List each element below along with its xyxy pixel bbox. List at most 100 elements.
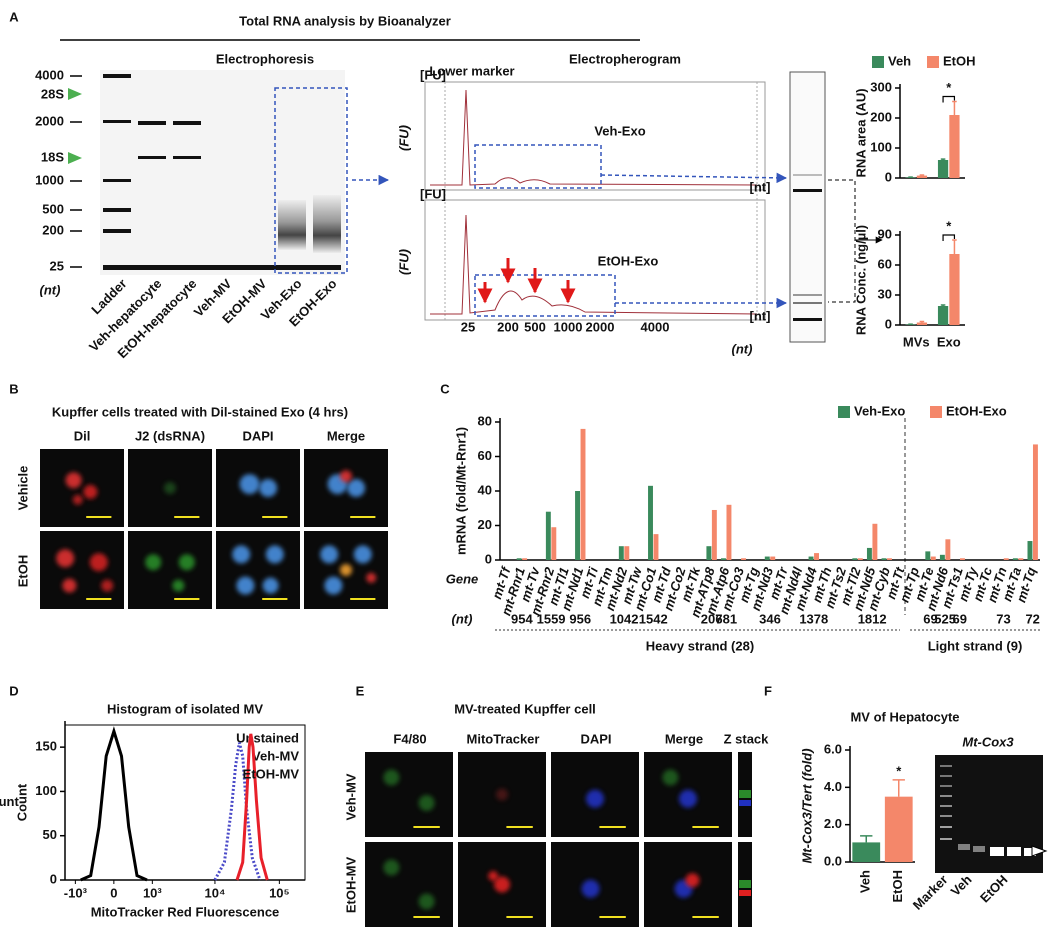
micrograph [128, 531, 212, 609]
x-tick-label: Exo [937, 334, 961, 349]
micrograph-signal [347, 479, 366, 497]
ladder-size: 500 [42, 201, 64, 216]
bar [881, 558, 887, 560]
y-axis-label: Count [14, 783, 29, 821]
ladder-dashes [70, 75, 82, 268]
micrograph [216, 531, 300, 609]
trace-tick: 4000 [641, 319, 670, 334]
bar [770, 556, 776, 560]
gene-length: 681 [715, 611, 737, 626]
y-tick-label: 60 [478, 448, 492, 463]
x-tick-label: -10³ [64, 885, 88, 900]
legend-swatch [838, 406, 850, 418]
trace-tick: 200 [497, 319, 519, 334]
bar [814, 553, 819, 560]
bar [916, 175, 928, 178]
lane-label: Marker [910, 872, 951, 913]
micrograph-signal [259, 479, 278, 497]
ladder-size: 200 [42, 222, 64, 237]
bar [1012, 558, 1018, 560]
bar [949, 115, 960, 178]
y-tick-label: 2.0 [824, 816, 842, 831]
electropherogram [424, 71, 883, 343]
axis-tag: [nt] [750, 308, 771, 323]
bar [653, 534, 659, 560]
bar [575, 491, 580, 560]
micrograph-signal [366, 572, 377, 583]
x-tick-label: 10⁵ [269, 885, 290, 900]
band-pointer [1031, 845, 1048, 857]
gene-length: 69 [923, 611, 937, 626]
figure-title: Total RNA analysis by Bioanalyzer [239, 13, 451, 28]
histogram-curve [235, 733, 269, 881]
micrograph-signal [65, 472, 82, 489]
trace-tick: 500 [524, 319, 546, 334]
column-label: Z stack [724, 731, 770, 746]
bar [866, 547, 872, 560]
x-tick-label: EtOH [890, 870, 905, 903]
column-label: J2 (dsRNA) [135, 428, 205, 443]
micrograph-signal [383, 859, 400, 876]
rrna-label: 18S [41, 149, 64, 164]
micrograph-signal [236, 576, 255, 595]
ladder-size: 4000 [35, 67, 64, 82]
micrograph-signal [232, 545, 251, 564]
y-axis-label: RNA Conc. (ng/µl) [853, 225, 868, 335]
significance: * [896, 763, 902, 778]
gene-length: 956 [569, 611, 591, 626]
y-tick-label: 50 [43, 827, 57, 842]
column-label: F4/80 [393, 731, 426, 746]
micrograph-signal [494, 876, 510, 893]
micrograph [365, 842, 453, 927]
micrograph-signal [496, 788, 508, 801]
micrograph-signal [418, 893, 435, 910]
y-tick-label: 30 [878, 286, 892, 301]
bar [945, 539, 951, 560]
y-axis-label: Mt-Cox3/Tert (fold) [799, 748, 814, 863]
micrograph-signal [685, 873, 700, 888]
selection-box [274, 87, 348, 274]
gene-length: 1378 [799, 611, 828, 626]
y-tick-label: 150 [35, 739, 57, 754]
panel-title: MV-treated Kupffer cell [454, 701, 596, 716]
y-axis-label: Count [0, 794, 19, 809]
y-tick-label: 0 [50, 871, 57, 886]
micrograph [365, 752, 453, 837]
x-tick-label: 0 [110, 885, 117, 900]
panel-label: C [440, 381, 450, 396]
micrograph-signal [662, 769, 679, 786]
bar [624, 546, 630, 560]
legend-label: Veh-MV [252, 748, 299, 763]
micrograph-signal [418, 795, 435, 811]
y-tick-label: 40 [478, 482, 492, 497]
legend-label: Unstained [236, 730, 299, 745]
x-tick-label: Veh [858, 870, 873, 893]
micrograph-signal [265, 545, 284, 564]
section-title: Electrophoresis [216, 51, 314, 66]
y-tick-label: 0 [885, 169, 892, 184]
ladder-size: 25 [50, 258, 64, 273]
panel-title: MV of Hepatocyte [850, 709, 959, 724]
micrograph-signal [340, 470, 352, 483]
x-tick-label: MVs [903, 334, 930, 349]
axis-label: Gene [446, 571, 479, 586]
histogram-curve [213, 742, 262, 881]
strand-label: Heavy strand (28) [646, 638, 754, 653]
y-tick-label: 200 [870, 109, 892, 124]
significance-bracket [942, 95, 956, 103]
row-label: Veh-MV [343, 773, 358, 820]
y-tick-label: 300 [870, 79, 892, 94]
bar [618, 546, 624, 560]
row-label: EtOH-MV [343, 857, 358, 914]
legend-label: EtOH [943, 53, 976, 68]
gene-length: 1542 [639, 611, 668, 626]
gel-bands [940, 765, 1036, 856]
gene-length: 72 [1025, 611, 1039, 626]
gel [100, 70, 345, 275]
y-tick-label: 60 [878, 256, 892, 271]
trace-label: EtOH-Exo [598, 253, 659, 268]
bar [551, 527, 557, 560]
y-tick-label: 6.0 [824, 741, 842, 756]
micrograph-signal [72, 494, 83, 505]
